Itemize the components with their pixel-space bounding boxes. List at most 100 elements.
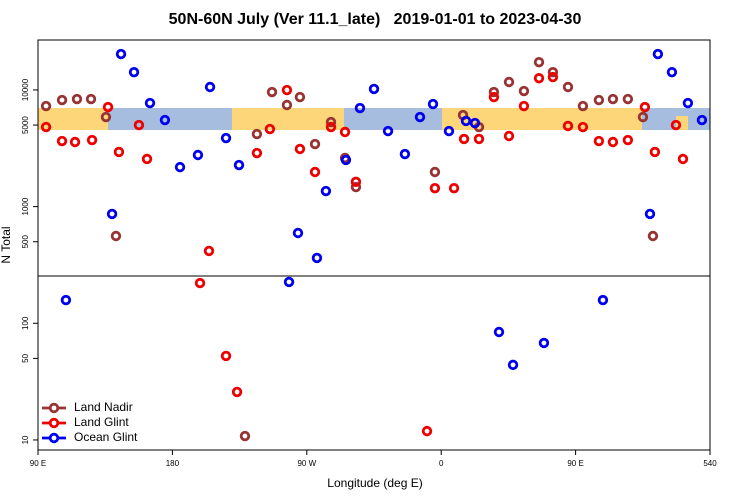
point: [488, 86, 500, 98]
point: [677, 153, 689, 165]
point: [144, 97, 156, 109]
point: [518, 100, 530, 112]
point: [533, 73, 545, 84]
x-tick-label: 180: [166, 459, 180, 468]
point: [281, 99, 293, 111]
point: [622, 93, 634, 105]
point: [533, 56, 545, 68]
point: [320, 185, 332, 197]
point: [607, 93, 619, 105]
point: [233, 159, 245, 171]
point: [538, 337, 550, 349]
point: [159, 114, 171, 126]
point: [69, 136, 81, 148]
point: [448, 182, 460, 194]
legend-swatch: [48, 417, 60, 429]
point: [266, 86, 278, 98]
y-tick-label: 10000: [21, 78, 30, 101]
point: [339, 126, 351, 138]
point: [340, 154, 352, 166]
point: [56, 135, 68, 147]
point: [239, 430, 251, 442]
point: [220, 132, 232, 144]
point: [251, 147, 263, 159]
point: [421, 425, 433, 437]
point: [503, 130, 515, 142]
point: [443, 125, 455, 137]
y-tick-label: 50: [21, 353, 30, 362]
y-tick-label: 5000: [21, 116, 30, 134]
point: [264, 123, 276, 135]
point: [637, 111, 649, 123]
point: [682, 97, 694, 109]
point: [56, 94, 68, 106]
y-tick-label: 1000: [21, 197, 30, 215]
point: [488, 91, 500, 103]
point: [350, 181, 362, 193]
legend-label: Ocean Glint: [74, 430, 138, 444]
point: [593, 135, 605, 147]
point: [382, 125, 394, 137]
point: [460, 115, 472, 127]
x-tick-label: 90 E: [30, 459, 46, 468]
point: [251, 128, 263, 140]
point: [696, 114, 708, 126]
point: [577, 121, 589, 133]
point: [86, 134, 98, 146]
point: [597, 294, 609, 306]
point: [518, 85, 530, 97]
point: [194, 277, 206, 289]
point: [283, 276, 295, 288]
point: [106, 208, 118, 220]
point: [547, 66, 559, 78]
legend-label: Land Nadir: [74, 400, 133, 414]
point: [231, 386, 243, 398]
point: [429, 182, 441, 194]
point: [414, 111, 426, 123]
point: [399, 148, 411, 160]
point: [562, 81, 574, 93]
point: [204, 81, 216, 93]
point: [547, 71, 559, 83]
legend-swatch: [48, 432, 60, 444]
point: [115, 48, 127, 60]
land-band: [442, 108, 642, 130]
point: [292, 227, 304, 239]
legend-label: Land Glint: [74, 415, 129, 429]
plot-frame: [37, 39, 711, 451]
x-tick-label: 0: [439, 459, 444, 468]
point: [493, 326, 505, 338]
point: [577, 100, 589, 112]
point: [141, 153, 153, 165]
x-tick-label: 90 E: [567, 459, 583, 468]
point: [192, 149, 204, 161]
point: [220, 350, 232, 362]
point: [368, 83, 380, 95]
point: [203, 245, 215, 257]
point: [102, 101, 114, 113]
x-tick-label: 90 W: [297, 459, 316, 468]
x-axis-label: Longitude (deg E): [327, 476, 422, 490]
point: [622, 134, 634, 146]
land-band: [38, 108, 108, 130]
point: [110, 230, 122, 242]
point: [473, 133, 485, 145]
point: [458, 133, 470, 145]
point: [85, 93, 97, 105]
point: [666, 66, 678, 78]
point: [503, 76, 515, 88]
y-axis-label: N Total: [0, 226, 13, 263]
y-tick-label: 100: [21, 316, 30, 330]
point: [652, 48, 664, 60]
point: [647, 230, 659, 242]
point: [325, 116, 337, 128]
point: [429, 166, 441, 178]
x-tick-label: 540: [703, 459, 717, 468]
point: [325, 121, 337, 133]
point: [469, 117, 481, 129]
y-tick-label: 10: [21, 435, 30, 444]
point: [350, 176, 362, 188]
point: [670, 119, 682, 131]
y-tick-label: 500: [21, 235, 30, 249]
